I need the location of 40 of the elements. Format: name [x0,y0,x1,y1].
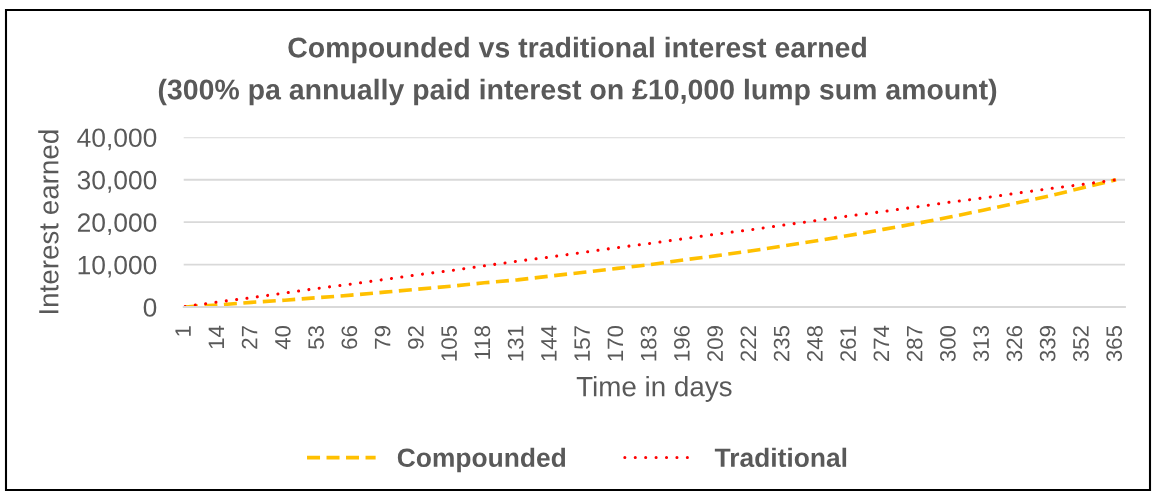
x-tick-label: 131 [507,326,524,361]
x-tick-label: 183 [640,326,657,361]
x-tick-label: 79 [374,326,391,349]
x-tick-label: 92 [407,326,424,349]
x-axis-title: Time in days [576,376,732,402]
chart-subtitle: (300% pa annually paid interest on £10,000 lump sum amount) [158,78,997,106]
x-tick-label: 196 [673,326,690,361]
y-tick-label: 30,000 [77,170,157,193]
x-tick-label: 274 [873,325,890,362]
x-tick-label: 40 [274,325,291,350]
x-tick-label: 105 [441,325,457,361]
x-tick-label: 170 [607,325,624,361]
x-tick-label: 27 [241,326,258,349]
y-axis-title: Interest earned [38,130,59,313]
x-tick-label: 222 [740,326,757,362]
x-tick-label: 365 [1106,325,1123,362]
x-tick-label: 118 [474,326,491,359]
legend-label: Traditional [714,447,847,468]
x-tick-label: 157 [574,326,590,361]
x-tick-label: 339 [1039,326,1056,362]
chart-title: Compounded vs traditional interest earned [288,36,866,64]
x-tick-label: 300 [940,325,956,362]
x-tick-label: 53 [308,326,324,349]
x-tick-label: 209 [707,326,723,362]
x-tick-label: 248 [807,326,823,362]
y-tick-label: 10,000 [78,255,157,278]
x-tick-label: 144 [541,325,557,361]
legend-label: Compounded [397,447,566,473]
x-tick-label: 352 [1073,326,1089,362]
x-tick-label: 287 [906,326,923,362]
x-tick-label: 261 [840,326,856,362]
x-tick-label: 235 [773,325,790,362]
x-tick-label: 14 [208,325,224,349]
x-tick-label: 66 [341,326,358,349]
x-tick-label: 313 [973,326,989,362]
y-tick-label: 0 [143,298,157,317]
y-tick-label: 20,000 [77,213,157,236]
x-tick-label: 326 [1006,326,1023,362]
x-tick-label: 1 [175,326,191,336]
y-tick-label: 40,000 [77,128,157,151]
